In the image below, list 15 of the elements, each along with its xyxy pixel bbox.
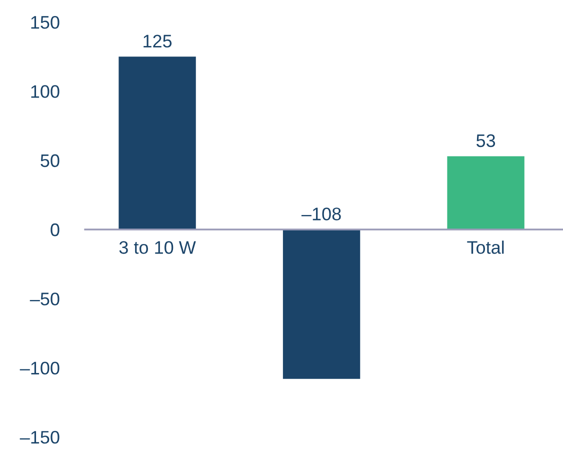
y-tick-label: 50	[40, 154, 60, 168]
x-tick-label: Total	[467, 240, 504, 254]
x-tick-label: 3 to 10 W	[119, 241, 196, 254]
data-label: 125	[144, 34, 172, 48]
y-tick-label: 100	[31, 85, 60, 98]
y-tick-label: 150	[31, 16, 60, 29]
data-label: –108	[301, 208, 341, 220]
bar	[118, 56, 196, 230]
y-tick-label: –100	[20, 362, 60, 375]
y-tick-label: –50	[30, 292, 60, 306]
data-label: 53	[476, 134, 496, 148]
bar	[447, 156, 524, 230]
y-tick-label: 0	[50, 223, 60, 236]
bar	[282, 230, 360, 379]
y-tick-label: –150	[20, 430, 60, 444]
